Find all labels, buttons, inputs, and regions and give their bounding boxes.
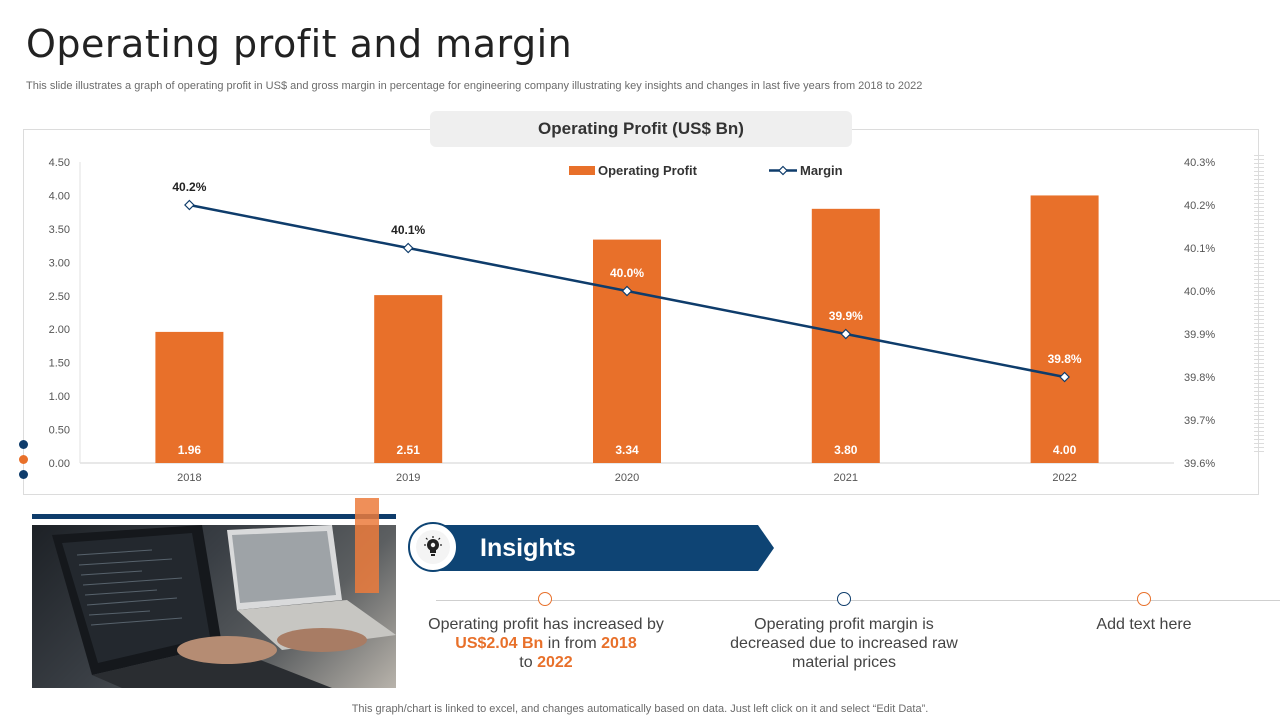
chart-title: Operating Profit (US$ Bn) [430, 111, 852, 147]
insights-banner [436, 525, 758, 571]
insight-text-profit: Operating profit has increased by US$2.0… [426, 615, 666, 672]
legend-label-margin: Margin [800, 163, 843, 178]
bar-data-label: 3.34 [615, 443, 639, 457]
y-right-tick-label: 40.2% [1184, 200, 1215, 212]
margin-point [1059, 371, 1070, 383]
insight-highlight-amount: US$2.04 Bn [455, 635, 544, 652]
bar-operating-profit [1030, 195, 1099, 463]
y-left-tick-label: 3.50 [49, 224, 70, 236]
margin-data-label: 40.2% [172, 180, 206, 194]
y-left-tick-label: 1.00 [49, 391, 70, 403]
y-left-tick-label: 4.00 [49, 190, 70, 202]
bar-data-label: 1.96 [178, 443, 202, 457]
insight-highlight-year: 2022 [537, 654, 573, 671]
bulb-gear-icon [424, 536, 442, 556]
insight-text-part: in from [543, 635, 602, 652]
decorative-orange-block [355, 498, 379, 593]
bar-operating-profit [593, 239, 661, 463]
insight-highlight-year: 2018 [601, 635, 637, 652]
margin-point [402, 242, 414, 254]
x-tick-label: 2018 [177, 472, 201, 484]
y-right-tick-label: 39.6% [1184, 458, 1215, 470]
y-right-tick-label: 40.3% [1184, 157, 1215, 169]
combo-chart[interactable]: 0.00 0.50 1.00 1.50 2.00 2.50 3.00 3.50 4.00 4.50… [0, 0, 1280, 500]
margin-point [621, 285, 633, 297]
legend-label-operating-profit: Operating Profit [598, 163, 698, 178]
y-left-tick-label: 2.50 [49, 291, 70, 303]
x-tick-label: 2021 [834, 472, 858, 484]
margin-data-label: 39.9% [829, 309, 863, 323]
y-left-tick-label: 1.50 [49, 358, 70, 370]
bar-data-label: 2.51 [397, 443, 421, 457]
decorative-navy-line [32, 514, 396, 519]
y-left-tick-label: 3.00 [49, 257, 70, 269]
margin-data-label: 40.0% [610, 266, 644, 280]
margin-point [184, 199, 195, 211]
y-left-tick-label: 0.50 [49, 425, 70, 437]
laptop-photo [32, 525, 396, 688]
x-tick-label: 2020 [615, 472, 639, 484]
bar-data-label: 4.00 [1053, 443, 1077, 457]
insight-text-margin: Operating profit margin is decreased due… [730, 616, 958, 671]
insights-timeline [436, 600, 1280, 601]
y-right-tick-label: 39.8% [1184, 372, 1215, 384]
insight-text-placeholder[interactable]: Add text here [1096, 616, 1192, 633]
bar-data-label: 3.80 [834, 443, 858, 457]
y-right-tick-label: 40.1% [1184, 243, 1215, 255]
page-subtitle: This slide illustrates a graph of operat… [26, 80, 923, 92]
x-tick-label: 2022 [1052, 472, 1076, 484]
decorative-dotted-strip [1254, 155, 1264, 455]
y-right-tick-label: 40.0% [1184, 286, 1215, 298]
y-left-tick-label: 4.50 [49, 157, 70, 169]
y-right-tick-label: 39.9% [1184, 329, 1215, 341]
timeline-dot [538, 592, 552, 606]
insight-text-part: Operating profit has increased by [428, 616, 664, 633]
legend-swatch-operating-profit [569, 166, 595, 175]
insights-heading: Insights [480, 534, 576, 562]
page-footer: This graph/chart is linked to excel, and… [351, 703, 929, 715]
timeline-dot [837, 592, 851, 606]
decorative-dot [19, 440, 28, 449]
timeline-dot [1137, 592, 1151, 606]
margin-data-label: 39.8% [1048, 352, 1082, 366]
y-left-tick-label: 2.00 [49, 324, 70, 336]
bar-operating-profit [155, 331, 224, 463]
margin-point [840, 328, 852, 340]
decorative-dot [19, 455, 28, 464]
x-tick-label: 2019 [396, 472, 420, 484]
bar-operating-profit [374, 295, 443, 463]
laptop-illustration [52, 525, 396, 688]
decorative-dot [19, 470, 28, 479]
legend-marker-margin [778, 165, 788, 176]
y-left-tick-label: 0.00 [49, 458, 70, 470]
margin-data-label: 40.1% [391, 223, 425, 237]
insights-banner-arrow [758, 525, 774, 571]
insights-icon-circle [408, 522, 458, 572]
insight-text-part: to [519, 654, 538, 671]
y-right-tick-label: 39.7% [1184, 415, 1215, 427]
page-title: Operating profit and margin [26, 22, 573, 66]
